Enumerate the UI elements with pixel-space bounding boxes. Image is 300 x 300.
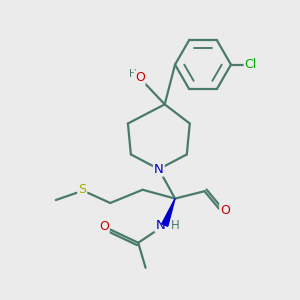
Text: O: O <box>220 204 230 217</box>
Text: S: S <box>78 183 86 196</box>
Text: H: H <box>171 219 179 232</box>
Polygon shape <box>162 199 175 226</box>
Text: Cl: Cl <box>244 58 257 71</box>
Text: O: O <box>135 71 145 84</box>
Text: H: H <box>129 69 137 79</box>
Text: N: N <box>154 163 164 176</box>
Text: O: O <box>99 220 109 233</box>
Text: N: N <box>155 219 165 232</box>
